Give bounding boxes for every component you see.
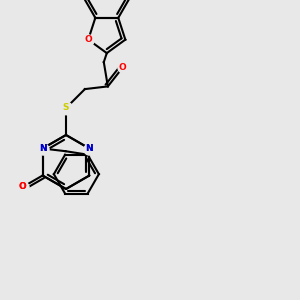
Text: N: N: [85, 144, 93, 153]
Text: O: O: [84, 35, 92, 44]
Text: N: N: [39, 144, 46, 153]
Text: S: S: [63, 103, 69, 112]
Text: O: O: [119, 63, 127, 72]
Text: O: O: [19, 182, 27, 191]
Text: O: O: [19, 182, 27, 191]
Text: N: N: [85, 144, 93, 153]
Text: N: N: [39, 144, 46, 153]
